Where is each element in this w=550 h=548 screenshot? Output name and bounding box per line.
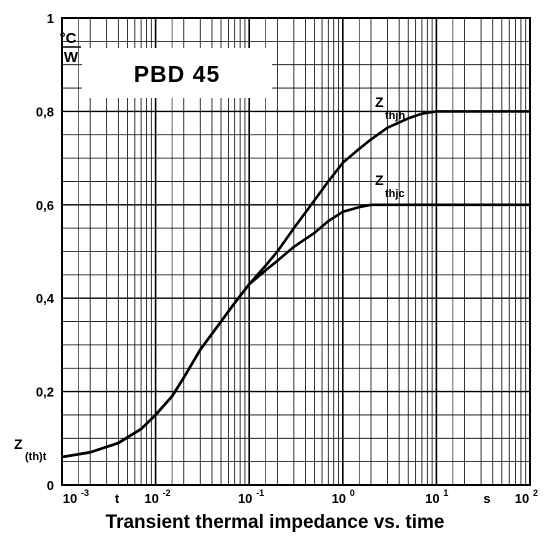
title-box <box>82 48 272 98</box>
x-tick-base: 10 <box>332 491 346 505</box>
x-tick-exp: -1 <box>256 488 264 498</box>
plot-frame <box>61 17 531 486</box>
series-label-thjh: Z <box>375 94 384 110</box>
x-extra-label: t <box>115 491 120 505</box>
x-tick-label: 10 2 <box>515 488 538 505</box>
y-tick-label: 0,2 <box>36 385 54 400</box>
y-tick-labels: 0 0,2 0,4 0,6 0,8 1 <box>36 11 55 493</box>
series-label-thjc: Z <box>375 172 384 188</box>
chart-caption: Transient thermal impedance vs. time <box>105 512 445 533</box>
x-tick-base: 10 <box>144 491 158 505</box>
x-tick-exp: 1 <box>443 488 448 498</box>
y-unit: °C W <box>60 30 81 66</box>
series-layer <box>61 110 530 459</box>
chart-title: PBD 45 <box>134 61 221 87</box>
x-tick-label: 10 1 <box>425 488 448 505</box>
series-line-thjc <box>61 203 530 459</box>
series-label-sub-thjc: thjc <box>385 188 405 200</box>
x-tick-base: 10 <box>63 491 77 505</box>
x-tick-label: 10 -3 <box>63 488 89 505</box>
y-tick-label: 0,8 <box>36 104 54 119</box>
x-tick-labels: 10 -3 10 -2 10 -1 10 0 10 1 10 2 <box>63 488 538 505</box>
y-unit-bottom: W <box>64 49 79 66</box>
x-tick-base: 10 <box>425 491 439 505</box>
x-tick-label: 10 -1 <box>238 488 264 505</box>
x-tick-exp: -3 <box>81 488 89 498</box>
x-tick-exp: 0 <box>350 488 355 498</box>
x-tick-base: 10 <box>515 491 529 505</box>
y-tick-label: 1 <box>47 11 54 26</box>
z-th-t-annotation: Z (th)t <box>14 436 47 463</box>
x-tick-base: 10 <box>238 491 252 505</box>
y-unit-top: °C <box>60 30 77 47</box>
y-tick-label: 0,6 <box>36 198 54 213</box>
annotation-sub: (th)t <box>25 451 47 463</box>
series-label-sub-thjh: thjh <box>385 110 405 122</box>
y-tick-label: 0 <box>47 478 54 493</box>
x-tick-label: 10 -2 <box>144 488 170 505</box>
x-tick-label: 10 0 <box>332 488 355 505</box>
x-tick-exp: -2 <box>163 488 171 498</box>
chart-svg: PBD 45 00,20,40,60,81 10 -3 10 -2 10 -1 10 0 10 1… <box>14 11 538 505</box>
x-tick-exp: 2 <box>533 488 538 498</box>
annotation-main: Z <box>14 436 23 452</box>
x-unit: s <box>483 491 490 505</box>
series-line-thjh <box>61 110 530 459</box>
y-tick-label: 0,4 <box>36 291 55 306</box>
